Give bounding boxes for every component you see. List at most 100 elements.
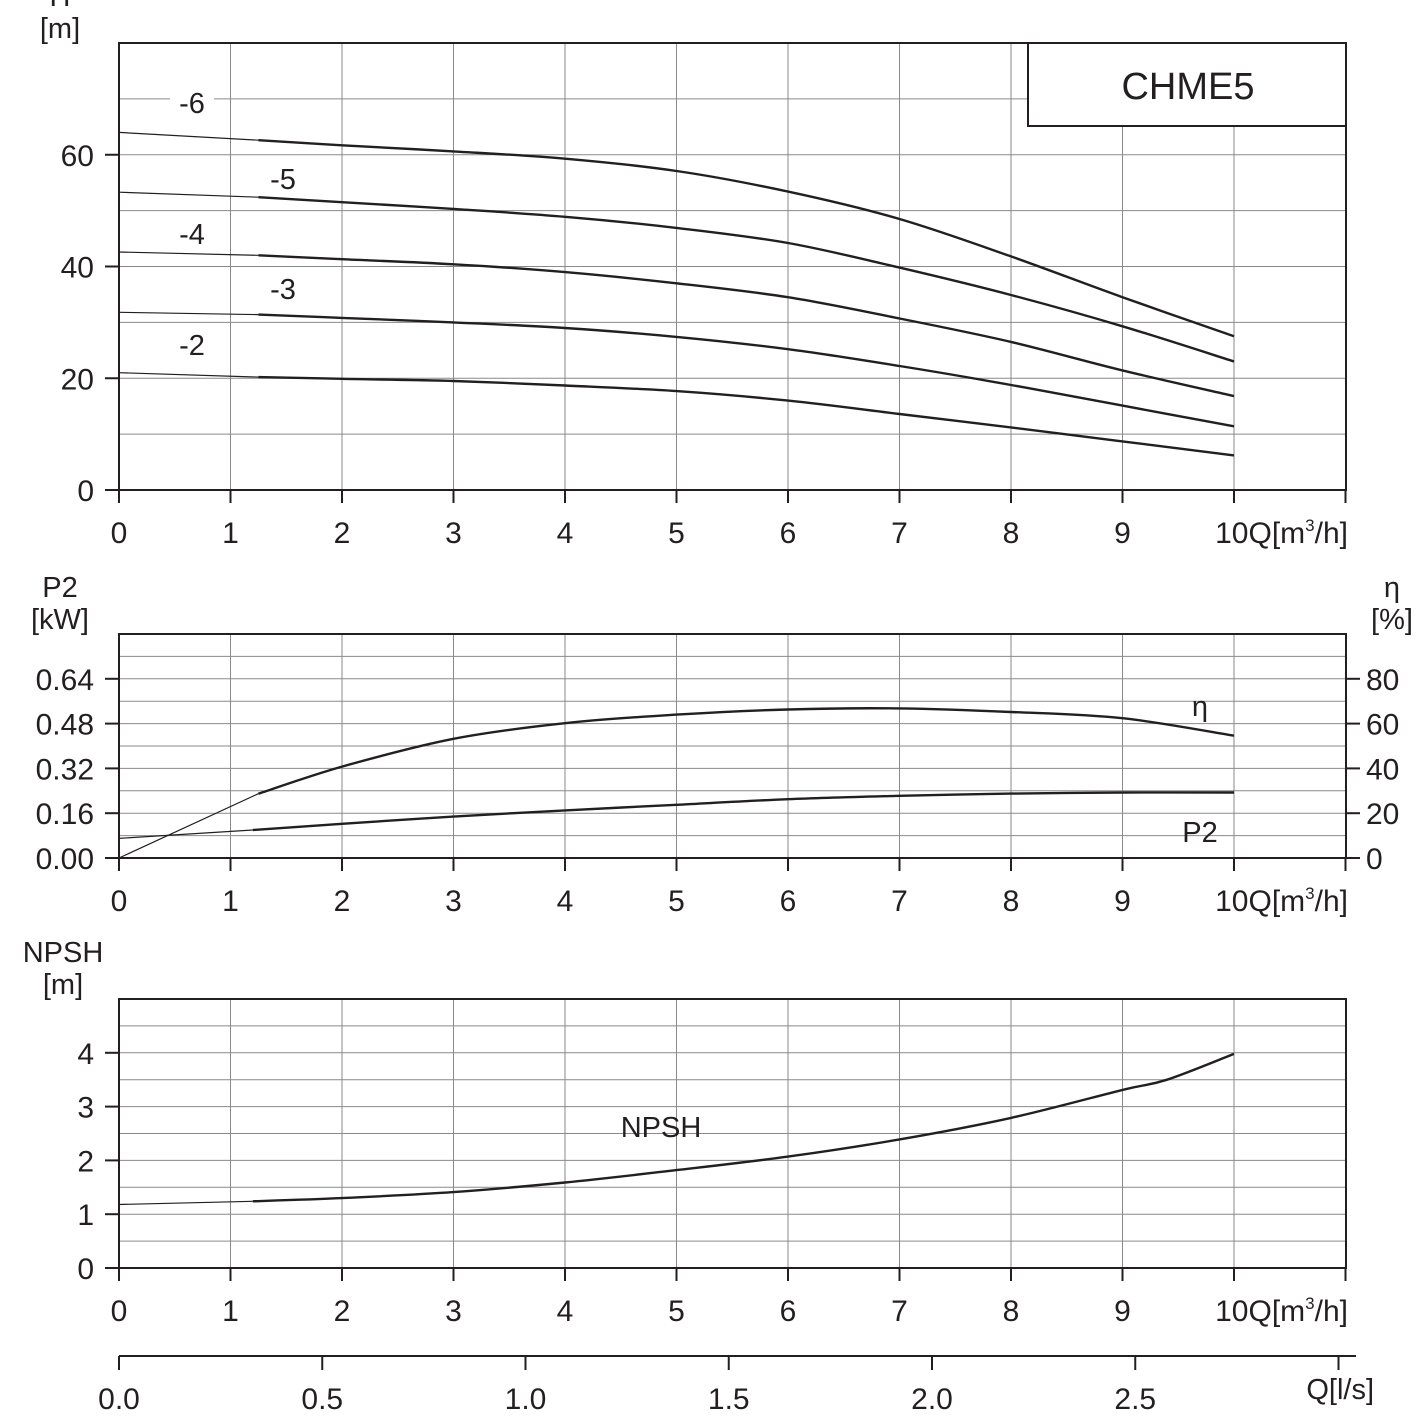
x-tick-label: 2 <box>334 885 351 918</box>
x-tick-label: 8 <box>1003 885 1020 918</box>
x-tick-label: 2 <box>334 517 351 550</box>
y-tick-label: 0.16 <box>36 798 94 831</box>
curve-2 <box>258 375 1235 457</box>
y-tick-label: 0.64 <box>36 664 94 697</box>
plot-frame <box>118 633 1347 859</box>
curve-label-p2: P2 <box>1182 817 1217 849</box>
x-tick-label: 7 <box>891 885 908 918</box>
curve-label-bg <box>261 162 305 196</box>
curve-P2 <box>252 791 1235 832</box>
y-tick-label: 0.00 <box>36 843 94 876</box>
x-tick-label: 1 <box>222 885 239 918</box>
ls-tick-label: 0.0 <box>98 1383 140 1416</box>
curve- <box>258 707 1235 795</box>
x-tick-label: 3 <box>445 1295 462 1328</box>
curve-extrapolation-P2 <box>118 829 253 839</box>
x-tick-label: 6 <box>780 1295 797 1328</box>
ls-axis-unit-label: Q[l/s] <box>1306 1374 1374 1406</box>
x-tick-label: 6 <box>780 885 797 918</box>
curve-label-stage: -2 <box>179 330 205 362</box>
frame-layer <box>105 42 1360 1370</box>
y2-tick-label: 80 <box>1366 664 1399 697</box>
y-tick-label: 2 <box>77 1145 94 1178</box>
P2-label-unit: [kW] <box>31 604 89 636</box>
eta-axis-name: η <box>1384 572 1400 604</box>
x-tick-label: 9 <box>1114 1295 1131 1328</box>
y-tick-label: 0.32 <box>36 753 94 786</box>
curve-extrapolation-6 <box>118 131 259 141</box>
ls-tick-label: 2.0 <box>911 1383 953 1416</box>
x-tick-label: 4 <box>557 885 574 918</box>
curve-5 <box>258 196 1235 363</box>
x-tick-label: 9 <box>1114 885 1131 918</box>
x-tick-label: 8 <box>1003 1295 1020 1328</box>
H-label-unit: [m] <box>40 13 80 45</box>
curve-label-stage: -4 <box>179 219 205 251</box>
x-tick-label: 7 <box>891 517 908 550</box>
model-legend-frame <box>1027 42 1347 127</box>
y2-tick-label: 20 <box>1366 798 1399 831</box>
x-tick-label: 5 <box>668 1295 685 1328</box>
y-tick-label: 60 <box>61 140 94 173</box>
curve-extrapolation- <box>118 793 259 859</box>
x-tick-label: 8 <box>1003 517 1020 550</box>
curve-label-bg <box>170 86 214 120</box>
x-axis-end-label: 10Q[m3/h] <box>1215 1294 1348 1328</box>
ls-tick-label: 1.0 <box>505 1383 547 1416</box>
curve-extrapolation-2 <box>118 372 259 378</box>
curve-label-stage: -6 <box>179 88 205 120</box>
x-tick-label: 4 <box>557 1295 574 1328</box>
curve-label-stage: -5 <box>270 164 296 196</box>
curve-label-npsh: NPSH <box>621 1112 702 1144</box>
P2-label-name: P2 <box>42 572 77 604</box>
x-tick-label: 5 <box>668 517 685 550</box>
curve-extrapolation-5 <box>118 191 259 198</box>
model-name-label: CHME5 <box>1121 66 1254 108</box>
x-tick-label: 0 <box>111 1295 128 1328</box>
curve-label-bg <box>170 217 214 251</box>
curve-6 <box>258 139 1235 338</box>
curve-label-eta: η <box>1192 691 1208 723</box>
y-tick-label: 4 <box>77 1038 94 1071</box>
curve-extrapolation-NPSH <box>118 1200 253 1206</box>
x-tick-label: 6 <box>780 517 797 550</box>
ls-tick-label: 0.5 <box>301 1383 343 1416</box>
y-tick-label: 0 <box>77 1253 94 1286</box>
x-tick-label: 9 <box>1114 517 1131 550</box>
x-tick-label: 7 <box>891 1295 908 1328</box>
x-tick-label: 1 <box>222 517 239 550</box>
x-tick-label: 3 <box>445 517 462 550</box>
x-tick-label: 0 <box>111 517 128 550</box>
text-layer: 0204060012345678910Q[m3/h]H[m]0.000.160.… <box>23 0 1413 1416</box>
eta-axis-unit: [%] <box>1371 604 1413 636</box>
ls-tick-label: 1.5 <box>708 1383 750 1416</box>
y2-tick-label: 0 <box>1366 843 1383 876</box>
x-tick-label: 2 <box>334 1295 351 1328</box>
NPSH-label-name: NPSH <box>23 937 104 969</box>
y2-tick-label: 60 <box>1366 709 1399 742</box>
curve-label-bg <box>261 272 305 306</box>
y-tick-label: 3 <box>77 1092 94 1125</box>
plot-frame <box>118 998 1347 1269</box>
x-tick-label: 0 <box>111 885 128 918</box>
x-tick-label: 3 <box>445 885 462 918</box>
x-axis-end-label: 10Q[m3/h] <box>1215 516 1348 550</box>
curve-NPSH <box>252 1052 1235 1203</box>
ls-tick-label: 2.5 <box>1114 1383 1156 1416</box>
NPSH-label-unit: [m] <box>43 969 83 1001</box>
y-tick-label: 1 <box>77 1199 94 1232</box>
y-tick-label: 0 <box>77 475 94 508</box>
curve-label-bg <box>170 328 214 362</box>
curve-4 <box>258 254 1235 398</box>
y-tick-label: 20 <box>61 363 94 396</box>
grid-layer <box>119 43 1346 1268</box>
y2-tick-label: 40 <box>1366 753 1399 786</box>
x-tick-label: 5 <box>668 885 685 918</box>
H-label-name: H <box>50 0 71 13</box>
curve-extrapolation-4 <box>118 251 259 256</box>
x-tick-label: 4 <box>557 517 574 550</box>
y-tick-label: 0.48 <box>36 709 94 742</box>
curve-label-stage: -3 <box>270 274 296 306</box>
